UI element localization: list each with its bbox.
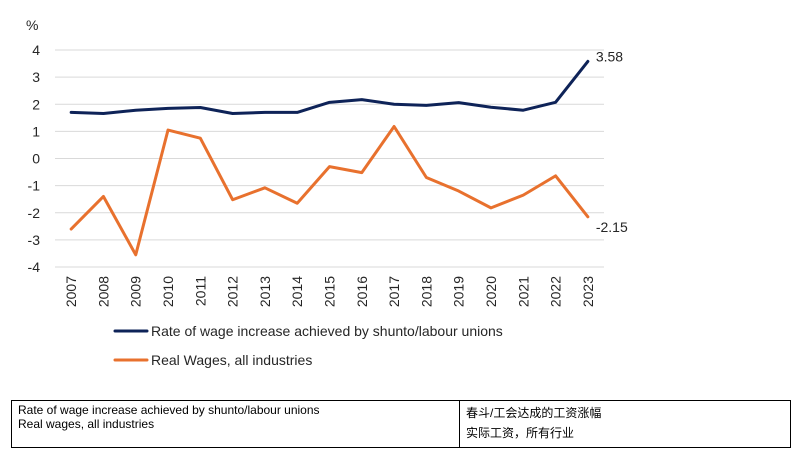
y-tick-label: 2	[32, 96, 40, 112]
series-lines	[69, 59, 590, 257]
english-labels-cell: Rate of wage increase achieved by shunto…	[11, 400, 460, 448]
y-axis-tick-labels: 4 3 2 1 0 -1 -2 -3 -4	[28, 42, 41, 275]
x-tick-label: 2019	[451, 276, 467, 307]
legend-label-1: Rate of wage increase achieved by shunto…	[151, 323, 503, 339]
x-tick-label: 2021	[515, 276, 531, 307]
end-value-label-2: -2.15	[596, 219, 628, 235]
line-chart: % 4 3 2 1 0 -1 -2 -3 -4 2007 2008 2009 2010 2011 2012…	[26, 17, 628, 368]
x-tick-label: 2022	[548, 276, 564, 307]
legend-label-2: Real Wages, all industries	[151, 352, 312, 368]
y-tick-label: 3	[32, 69, 40, 85]
series-line-2	[69, 124, 590, 257]
y-tick-label: -4	[28, 259, 41, 275]
x-tick-label: 2014	[289, 276, 305, 307]
x-tick-label: 2010	[160, 276, 176, 307]
x-tick-label: 2016	[354, 276, 370, 307]
y-tick-label: 1	[32, 123, 40, 139]
y-tick-label: -3	[28, 232, 41, 248]
x-tick-label: 2020	[483, 276, 499, 307]
x-tick-label: 2023	[580, 276, 596, 307]
x-tick-label: 2011	[192, 276, 208, 306]
translation-table: Rate of wage increase achieved by shunto…	[11, 400, 791, 448]
y-axis-unit-label: %	[26, 17, 38, 33]
chinese-label-series-1: 春斗/工会达成的工资涨幅	[466, 406, 602, 420]
x-tick-label: 2007	[63, 276, 79, 307]
english-label-series-1: Rate of wage increase achieved by shunto…	[18, 403, 320, 417]
series-line-1	[69, 59, 590, 115]
translation-row: Rate of wage increase achieved by shunto…	[11, 400, 791, 448]
x-tick-label: 2015	[322, 276, 338, 307]
x-tick-label: 2013	[257, 276, 273, 307]
gridlines	[55, 49, 604, 268]
x-tick-label: 2017	[386, 276, 402, 307]
y-tick-label: 4	[32, 42, 40, 58]
x-tick-label: 2018	[418, 276, 434, 307]
x-tick-label: 2012	[225, 276, 241, 307]
end-value-label-1: 3.58	[596, 48, 623, 64]
chinese-label-series-2: 实际工资，所有行业	[466, 426, 575, 440]
y-tick-label: 0	[32, 151, 40, 167]
legend: Rate of wage increase achieved by shunto…	[113, 323, 503, 368]
end-value-labels: 3.58 -2.15	[596, 48, 628, 234]
english-label-series-2: Real wages, all industries	[18, 417, 155, 431]
chinese-labels-cell: 春斗/工会达成的工资涨幅 实际工资，所有行业	[459, 400, 791, 448]
y-tick-label: -2	[28, 205, 41, 221]
x-tick-label: 2008	[95, 276, 111, 307]
x-axis-tick-labels: 2007 2008 2009 2010 2011 2012 2013 2014 2015 2016…	[63, 276, 596, 307]
x-tick-label: 2009	[128, 276, 144, 307]
y-tick-label: -1	[28, 178, 41, 194]
